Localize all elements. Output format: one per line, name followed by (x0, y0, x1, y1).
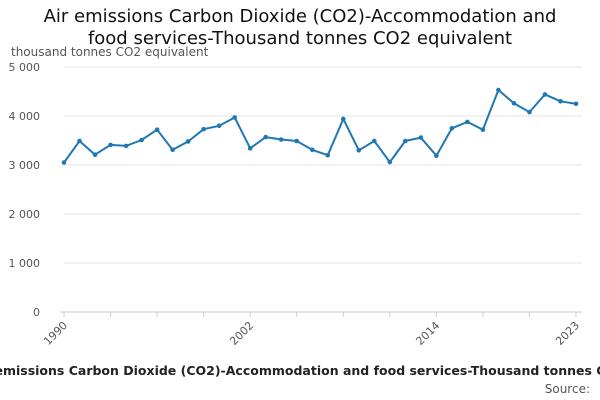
x-tick-label-2014: 2014 (413, 319, 442, 348)
data-point-Q26 (449, 125, 455, 131)
data-point-Q2 (77, 138, 82, 144)
chart-title-line-1: Air emissions Carbon Dioxide (CO2)-Accom… (43, 6, 557, 27)
y-axis-ticks: 0 1 000 2 000 3 000 4 000 5 000 (9, 61, 41, 319)
data-point-Q6 (139, 137, 144, 143)
data-point-Q16 (294, 138, 300, 144)
x-tick-label-2002: 2002 (227, 319, 256, 348)
data-point-Q3 (92, 152, 98, 158)
data-point-Q30 (511, 100, 517, 106)
y-tick-label-3: 3 000 (9, 159, 41, 172)
data-point-Q5 (123, 143, 129, 149)
data-point-Q12 (232, 115, 237, 120)
data-point-Q25 (434, 153, 439, 158)
data-point-Q28 (480, 127, 486, 133)
grid-lines (64, 66, 582, 313)
y-tick-label-2: 2 000 (9, 208, 41, 221)
x-axis: 1990 2002 2014 2023 (41, 311, 582, 348)
data-point-Q21 (372, 138, 377, 144)
legend-entry: Air emissions Carbon Dioxide (CO2)-Accom… (0, 363, 600, 378)
data-point-Q1 (61, 160, 67, 165)
data-point-Q24 (418, 135, 424, 140)
data-point-Q8 (170, 147, 175, 153)
y-tick-label-1: 1 000 (9, 257, 41, 270)
data-point-Q22 (387, 159, 393, 165)
x-tick-label-1990: 1990 (41, 319, 70, 348)
data-point-Q10 (201, 126, 206, 132)
data-point-Q15 (278, 137, 284, 142)
y-tick-label-5: 5 000 (9, 61, 41, 74)
data-point-Q27 (465, 119, 470, 125)
data-point-Q33 (558, 99, 563, 104)
y-tick-label-4: 4 000 (9, 110, 41, 123)
data-point-Q17 (309, 147, 315, 153)
series-group (61, 87, 579, 165)
chart-title: Air emissions Carbon Dioxide (CO2)-Accom… (0, 6, 600, 50)
data-point-Q23 (403, 138, 408, 144)
data-point-Q7 (154, 127, 160, 133)
data-point-Q34 (573, 101, 579, 107)
chart-title-line-2: food services-Thousand tonnes CO2 equiva… (87, 28, 513, 49)
data-point-Q13 (247, 146, 253, 151)
x-tick-label-2023: 2023 (553, 319, 582, 348)
source-label: Source: (544, 382, 590, 396)
y-axis-unit-label: thousand tonnes CO2 equivalent (11, 45, 209, 59)
data-point-Q18 (325, 152, 331, 158)
legend: Air emissions Carbon Dioxide (CO2)-Accom… (0, 363, 600, 381)
data-point-Q32 (542, 92, 548, 97)
data-point-Q19 (340, 116, 346, 122)
data-point-Q14 (263, 134, 268, 140)
data-point-Q20 (356, 148, 362, 153)
series-line (63, 89, 577, 164)
data-point-Q31 (527, 109, 532, 115)
data-point-Q29 (496, 87, 501, 93)
data-point-Q9 (185, 139, 191, 144)
data-point-Q4 (108, 142, 113, 148)
data-point-Q11 (216, 123, 222, 129)
y-tick-label-0: 0 (33, 306, 40, 319)
